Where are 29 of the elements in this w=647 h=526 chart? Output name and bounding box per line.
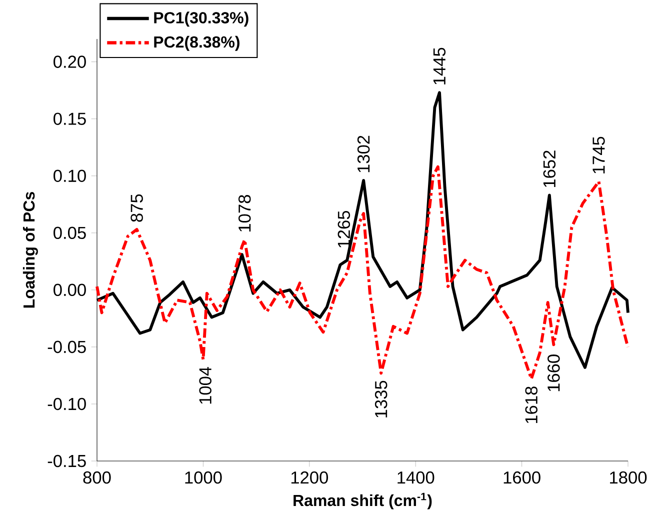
y-tick-label: -0.05 <box>48 340 86 354</box>
annotation: 1302 <box>357 136 370 172</box>
y-tick-label: -0.15 <box>48 454 86 468</box>
annotation: 1618 <box>525 386 538 424</box>
legend-label: PC2(8.38%) <box>154 36 240 51</box>
annotation: 1445 <box>433 48 446 84</box>
x-tick-label: 800 <box>83 471 111 484</box>
annotation: 875 <box>130 194 143 222</box>
annotation: 1265 <box>338 210 350 248</box>
x-tick-label: 1600 <box>504 471 540 484</box>
annotation: 1660 <box>548 354 560 392</box>
annotation: 1004 <box>199 366 212 404</box>
annotation: 1745 <box>592 136 605 174</box>
x-tick-label: 1800 <box>610 471 647 484</box>
y-tick-label: 0.10 <box>54 170 86 182</box>
annotation: 1652 <box>543 150 556 188</box>
y-tick-label: 0.05 <box>54 226 86 240</box>
y-tick-label: 0.15 <box>54 112 86 125</box>
y-tick-label: -0.10 <box>48 398 86 410</box>
x-axis-title: Raman shift (cm$^{-1}$) <box>294 492 432 510</box>
y-tick-label: 0.00 <box>54 284 86 296</box>
x-tick-label: 1200 <box>291 471 328 484</box>
y-tick-label: 0.20 <box>54 56 86 68</box>
annotation: 1335 <box>374 380 388 418</box>
y-axis-title: Loading of PCs <box>22 192 38 308</box>
annotation: 1078 <box>238 195 251 232</box>
x-tick-label: 1400 <box>398 471 434 484</box>
legend-label: PC1(30.33%) <box>154 12 248 27</box>
x-tick-label: 1000 <box>185 471 222 484</box>
